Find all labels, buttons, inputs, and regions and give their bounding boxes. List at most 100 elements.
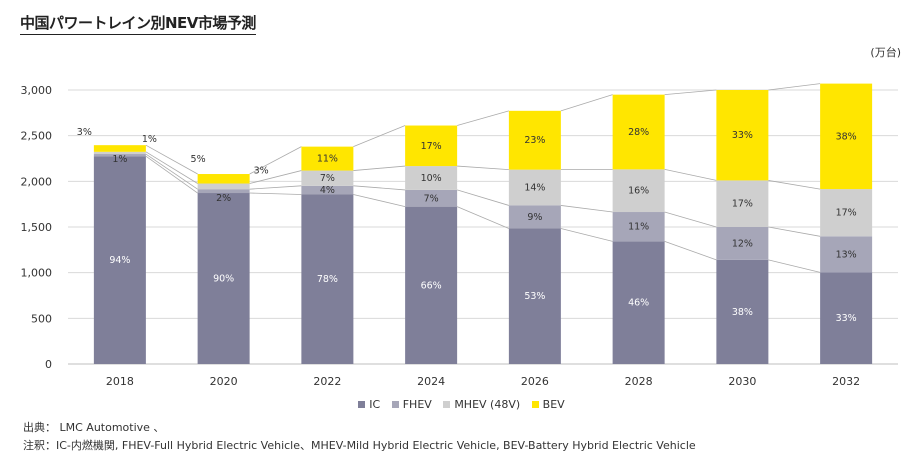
legend-label-ic: IC (369, 398, 381, 411)
bar-fhev-2030 (716, 227, 769, 260)
x-tick-label: 2028 (625, 375, 653, 388)
connector-line (768, 180, 821, 190)
bar-fhev-2032 (820, 236, 873, 273)
connector-line (664, 240, 717, 261)
data-label-fhev-2018: 1% (112, 154, 127, 165)
bar-mhev-2018 (93, 151, 146, 155)
connector-line (560, 228, 613, 242)
data-label-mhev-2020: 3% (254, 166, 269, 177)
chart-title: 中国パワートレイン別NEV市場予測 (20, 12, 256, 35)
connector-line (145, 144, 198, 175)
bar-mhev-2020 (197, 183, 250, 190)
data-label-fhev-2026: 9% (527, 212, 542, 223)
connector-line (457, 165, 509, 171)
connector-line (457, 189, 509, 206)
legend-item-fhev: FHEV (391, 398, 432, 411)
bar-bev-2018 (93, 145, 146, 152)
connector-line (249, 170, 302, 184)
data-label-fhev-2024: 7% (424, 193, 439, 204)
x-tick-label: 2030 (728, 375, 756, 388)
bar-ic-2020 (197, 193, 250, 364)
data-label-fhev-2022: 4% (320, 185, 335, 196)
legend-swatch-fhev (391, 401, 399, 408)
data-label-mhev-2032: 17% (836, 208, 857, 219)
y-tick-label: 0 (45, 358, 52, 371)
bar-fhev-2018 (93, 154, 146, 157)
y-tick-label: 3,000 (21, 84, 53, 97)
bar-fhev-2028 (612, 212, 665, 242)
legend-item-mhev: MHEV (48V) (443, 398, 520, 411)
data-label-fhev-2030: 12% (732, 238, 753, 249)
connector-line (560, 205, 613, 213)
x-tick-label: 2032 (832, 375, 860, 388)
x-tick-label: 2018 (106, 375, 134, 388)
data-label-mhev-2022: 7% (320, 173, 335, 184)
x-tick-label: 2026 (521, 375, 549, 388)
x-tick-label: 2024 (417, 375, 445, 388)
bar-mhev-2030 (716, 180, 769, 227)
data-label-bev-2020: 5% (191, 154, 206, 165)
connector-line (249, 185, 302, 190)
legend-label-fhev: FHEV (402, 398, 432, 411)
bar-mhev-2028 (612, 169, 665, 213)
data-label-mhev-2026: 14% (524, 183, 545, 194)
connector-line (353, 185, 406, 191)
connector-line (145, 151, 198, 184)
connector-line (145, 155, 198, 194)
connector-line (768, 83, 821, 91)
data-label-bev-2032: 38% (836, 131, 857, 142)
legend-item-ic: IC (358, 398, 380, 411)
y-tick-label: 1,000 (21, 267, 53, 280)
data-label-ic-2020: 90% (213, 274, 234, 285)
legend-label-bev: BEV (542, 398, 565, 411)
bar-bev-2030 (716, 90, 769, 181)
bar-ic-2030 (716, 259, 769, 364)
data-label-ic-2022: 78% (317, 274, 338, 285)
bar-ic-2024 (405, 206, 458, 364)
bar-bev-2020 (197, 174, 250, 184)
remark-note: 注釈：IC-内燃機関, FHEV-Full Hybrid Electric Ve… (23, 439, 696, 452)
connector-line (249, 192, 302, 195)
connector-line (664, 211, 717, 228)
legend-label-mhev: MHEV (48V) (454, 398, 521, 411)
legend-item-bev: BEV (531, 398, 565, 411)
data-label-ic-2026: 53% (524, 291, 545, 302)
bar-bev-2028 (612, 94, 665, 170)
connector-line (560, 94, 613, 112)
data-label-bev-2026: 23% (524, 135, 545, 146)
bar-bev-2032 (820, 83, 873, 190)
data-label-fhev-2020: 2% (216, 193, 231, 204)
connector-line (664, 89, 717, 96)
bar-ic-2026 (508, 228, 561, 364)
data-label-bev-2022: 11% (317, 154, 338, 165)
data-label-mhev-2030: 17% (732, 199, 753, 210)
x-tick-label: 2020 (210, 375, 238, 388)
connector-line (664, 168, 717, 181)
notes: 出典： LMC Automotive 、 注釈：IC-内燃機関, FHEV-Fu… (23, 419, 696, 455)
legend: IC FHEV MHEV (48V) BEV (0, 398, 923, 411)
connector-line (456, 206, 510, 229)
bar-ic-2028 (612, 241, 665, 364)
data-label-fhev-2032: 13% (836, 249, 857, 260)
data-label-bev-2028: 28% (628, 127, 649, 138)
stacked-bar-chart: 0 500 1,000 1,500 2,000 2,500 3,000 2018 94% 1% 1%… (21, 83, 898, 388)
data-label-mhev-2018: 1% (142, 134, 157, 145)
bar-fhev-2026 (508, 205, 561, 229)
unit-label: (万台) (870, 46, 901, 59)
bar-ic-2032 (820, 272, 873, 364)
data-label-fhev-2028: 11% (628, 222, 649, 233)
y-tick-label: 1,500 (21, 221, 53, 234)
bar-mhev-2032 (820, 189, 873, 237)
bar-fhev-2022 (301, 185, 354, 195)
data-label-bev-2024: 17% (421, 141, 442, 152)
legend-swatch-ic (358, 401, 366, 408)
bar-bev-2026 (508, 110, 561, 170)
data-label-ic-2024: 66% (421, 280, 442, 291)
bar-mhev-2024 (405, 166, 458, 190)
x-tick-label: 2022 (313, 375, 341, 388)
connector-line (457, 110, 509, 126)
connector-line (768, 259, 821, 273)
connector-line (353, 165, 406, 171)
data-label-ic-2032: 33% (836, 313, 857, 324)
bar-fhev-2024 (405, 189, 458, 207)
